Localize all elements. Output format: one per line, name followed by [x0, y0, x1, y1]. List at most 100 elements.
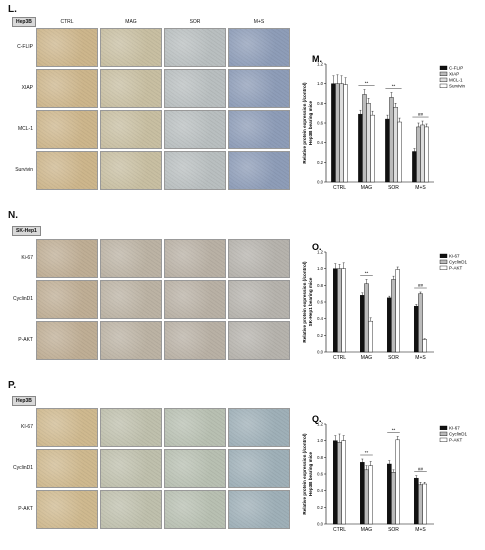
y-tick-label: 1.2: [317, 250, 323, 255]
ihc-image-tile: [36, 408, 98, 447]
x-tick-label: M+S: [415, 527, 426, 533]
y-tick-label: 0.8: [317, 283, 323, 288]
y-axis-label-2: Hep3B bearing mice: [308, 451, 313, 496]
bar: [341, 440, 346, 525]
legend-label: Ki-67: [449, 253, 460, 258]
ihc-image-tile: [36, 449, 98, 488]
x-tick-label: M+S: [415, 355, 426, 361]
legend-swatch: [439, 425, 448, 430]
y-tick-label: 0.2: [317, 160, 323, 165]
significance-mark: ##: [418, 283, 424, 288]
row-label: CyclinD1: [12, 465, 33, 471]
ihc-image-tile: [100, 408, 162, 447]
legend-swatch: [439, 431, 448, 436]
y-tick-label: 0.0: [317, 180, 323, 185]
ihc-image-tile: [164, 280, 226, 319]
y-tick-label: 0.2: [317, 505, 323, 510]
x-tick-label: CTRL: [333, 527, 346, 533]
y-tick-label: 0.6: [317, 300, 323, 305]
ihc-image-tile: [164, 449, 226, 488]
row-label: CyclinD1: [12, 296, 33, 302]
column-header: CTRL: [60, 19, 74, 25]
y-tick-label: 1.2: [317, 422, 323, 427]
row-label: Survivin: [15, 167, 33, 173]
x-tick-label: SOR: [388, 185, 399, 191]
ihc-image-tile: [100, 151, 162, 190]
ihc-image-tile: [228, 110, 290, 149]
x-tick-label: M+S: [415, 185, 426, 191]
bar: [386, 297, 392, 353]
bar: [422, 339, 428, 353]
legend-swatch: [439, 437, 448, 442]
bar: [385, 118, 390, 183]
bar: [416, 126, 421, 183]
y-tick-label: 0.0: [317, 350, 323, 355]
cell-line-tag: SK-Hep1: [12, 226, 41, 236]
bar: [424, 126, 429, 183]
ihc-image-tile: [164, 28, 226, 67]
ihc-image-tile: [164, 321, 226, 360]
bar: [413, 477, 419, 525]
ihc-image-tile: [36, 321, 98, 360]
y-tick-label: 1.0: [317, 266, 323, 271]
cell-line-tag: Hep3B: [12, 17, 36, 27]
bar: [335, 83, 340, 183]
y-tick-label: 0.4: [317, 140, 323, 145]
significance-mark: ##: [418, 467, 424, 472]
ihc-image-tile: [100, 449, 162, 488]
ihc-image-tile: [164, 110, 226, 149]
ihc-image-tile: [228, 449, 290, 488]
y-tick-label: 0.2: [317, 333, 323, 338]
row-label: Ki-67: [21, 255, 33, 261]
bar-chart-q: Q. 0.0 0.2 0.4 0.6 0.8 1.0 1.2 Relative protein …: [302, 414, 468, 533]
ihc-image-tile: [228, 280, 290, 319]
bar: [339, 83, 344, 183]
row-label: KI-67: [21, 424, 33, 430]
bar: [391, 279, 396, 353]
y-tick-label: 1.0: [317, 81, 323, 86]
panel-letter: M.: [312, 54, 322, 64]
ihc-image-tile: [164, 69, 226, 108]
legend-label: KI-67: [449, 425, 460, 430]
legend-swatch: [439, 259, 448, 264]
x-tick-label: CTRL: [333, 185, 346, 191]
bar: [359, 295, 365, 353]
bar: [366, 103, 371, 183]
y-tick-label: 0.8: [317, 455, 323, 460]
legend-label: CyclinD1: [449, 259, 468, 264]
ihc-image-tile: [36, 280, 98, 319]
y-tick-label: 0.4: [317, 488, 323, 493]
bar: [397, 121, 402, 183]
ihc-image-tile: [228, 321, 290, 360]
y-tick-label: 0.8: [317, 101, 323, 106]
legend-swatch: [439, 65, 448, 70]
legend-label: CyclinD1: [449, 431, 468, 436]
bar: [370, 114, 375, 183]
ihc-image-tile: [164, 490, 226, 529]
row-label: P-AKT: [18, 337, 33, 343]
ihc-image-tile: [164, 239, 226, 278]
significance-mark: **: [365, 271, 369, 276]
y-axis-label: Relative protein expression (/control): [302, 261, 307, 343]
ihc-image-tile: [36, 28, 98, 67]
significance-mark: **: [392, 428, 396, 433]
significance-mark: **: [365, 450, 369, 455]
column-header: MAG: [125, 19, 137, 25]
y-tick-label: 0.6: [317, 472, 323, 477]
panel-letter: O.: [312, 242, 322, 252]
legend-swatch: [439, 77, 448, 82]
bar-chart-m: M. 0.0 0.2 0.4 0.6 0.8 1.0 1.2 Relative protein …: [302, 54, 466, 191]
legend-swatch: [439, 265, 448, 270]
legend-label: Survivin: [449, 83, 466, 88]
legend-label: C-FLIP: [449, 65, 463, 70]
ihc-image-tile: [228, 239, 290, 278]
ihc-image-tile: [100, 321, 162, 360]
significance-mark: **: [392, 84, 396, 89]
x-tick-label: MAG: [361, 185, 373, 191]
y-tick-label: 1.2: [317, 62, 323, 67]
ihc-image-tile: [164, 151, 226, 190]
row-label: XIAP: [21, 85, 33, 91]
ihc-image-tile: [228, 408, 290, 447]
bar: [386, 463, 392, 525]
bar: [418, 293, 423, 353]
